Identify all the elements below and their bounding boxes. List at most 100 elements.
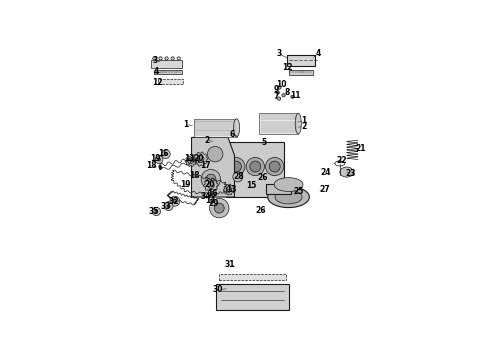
Text: 11: 11: [290, 90, 301, 99]
Text: 16: 16: [158, 149, 168, 158]
Text: 1: 1: [183, 120, 189, 129]
Ellipse shape: [234, 119, 240, 137]
Bar: [219, 274, 287, 280]
Text: 24: 24: [320, 168, 331, 177]
Text: 26: 26: [256, 206, 266, 215]
Text: 20: 20: [193, 154, 204, 163]
Text: 3: 3: [276, 49, 281, 58]
Bar: [259, 113, 298, 134]
Circle shape: [227, 157, 245, 176]
Circle shape: [208, 189, 216, 197]
Text: 5: 5: [261, 139, 267, 148]
Ellipse shape: [340, 167, 354, 177]
Circle shape: [250, 161, 261, 172]
Ellipse shape: [177, 57, 180, 60]
Text: 10: 10: [276, 80, 287, 89]
Circle shape: [161, 150, 170, 158]
Circle shape: [269, 161, 280, 172]
Text: 22: 22: [336, 156, 346, 165]
Circle shape: [197, 156, 204, 162]
Circle shape: [214, 203, 224, 213]
Circle shape: [266, 157, 284, 176]
Circle shape: [201, 170, 220, 189]
Circle shape: [167, 204, 170, 208]
Bar: [216, 284, 289, 310]
Text: 19: 19: [150, 154, 160, 163]
Text: 26: 26: [258, 174, 269, 183]
Polygon shape: [192, 138, 235, 197]
Bar: [226, 141, 284, 197]
Text: 7: 7: [273, 92, 279, 101]
Bar: [287, 55, 315, 66]
Circle shape: [276, 91, 279, 94]
Text: 19: 19: [180, 180, 191, 189]
Text: 17: 17: [200, 161, 211, 170]
Polygon shape: [204, 178, 218, 192]
Ellipse shape: [153, 57, 156, 60]
Circle shape: [282, 94, 285, 97]
Text: 4: 4: [153, 67, 159, 76]
Circle shape: [208, 182, 214, 188]
Circle shape: [170, 196, 180, 206]
Circle shape: [155, 210, 158, 213]
Circle shape: [277, 97, 281, 100]
Ellipse shape: [165, 57, 168, 60]
Text: 27: 27: [319, 185, 330, 194]
Circle shape: [291, 95, 294, 98]
Ellipse shape: [159, 57, 162, 60]
Circle shape: [278, 86, 281, 89]
Circle shape: [233, 172, 243, 182]
Text: 16: 16: [208, 189, 218, 198]
Bar: [158, 79, 183, 84]
Text: 13: 13: [184, 154, 195, 163]
Polygon shape: [185, 156, 196, 166]
Text: 13: 13: [226, 185, 236, 194]
Text: 9: 9: [274, 85, 279, 94]
Text: 12: 12: [282, 63, 293, 72]
Circle shape: [206, 174, 216, 184]
Circle shape: [173, 199, 176, 203]
Text: 30: 30: [212, 285, 222, 294]
Text: 29: 29: [209, 199, 219, 208]
Ellipse shape: [274, 177, 303, 192]
Ellipse shape: [268, 186, 309, 208]
Text: 31: 31: [224, 261, 235, 269]
Circle shape: [210, 198, 229, 218]
Text: 18: 18: [146, 161, 157, 170]
Polygon shape: [223, 184, 235, 195]
Circle shape: [188, 158, 194, 164]
Text: 34: 34: [201, 192, 212, 201]
Circle shape: [226, 187, 232, 192]
Circle shape: [211, 192, 214, 194]
Circle shape: [158, 158, 160, 161]
Bar: [194, 119, 237, 137]
Bar: [289, 70, 313, 75]
Text: 21: 21: [355, 144, 366, 153]
Text: 15: 15: [246, 181, 256, 190]
Circle shape: [155, 156, 163, 163]
Circle shape: [164, 202, 173, 211]
Text: 32: 32: [168, 197, 179, 206]
Text: 3: 3: [153, 56, 158, 65]
Text: 28: 28: [234, 172, 244, 181]
Ellipse shape: [171, 57, 174, 60]
Bar: [154, 70, 182, 75]
Text: 23: 23: [345, 169, 356, 178]
Text: 8: 8: [284, 88, 290, 97]
Circle shape: [164, 153, 167, 156]
Text: 1: 1: [301, 116, 306, 125]
Ellipse shape: [275, 190, 302, 204]
Polygon shape: [194, 152, 208, 166]
Text: 14: 14: [205, 196, 216, 205]
Text: 2: 2: [301, 122, 306, 131]
Text: 20: 20: [204, 180, 215, 189]
Circle shape: [152, 207, 161, 216]
Text: 12: 12: [152, 77, 163, 86]
Ellipse shape: [295, 113, 301, 134]
Circle shape: [207, 147, 223, 162]
Circle shape: [246, 157, 265, 176]
Text: 18: 18: [189, 171, 199, 180]
Text: 4: 4: [315, 49, 320, 58]
Bar: [267, 184, 292, 194]
Text: 2: 2: [204, 136, 209, 145]
